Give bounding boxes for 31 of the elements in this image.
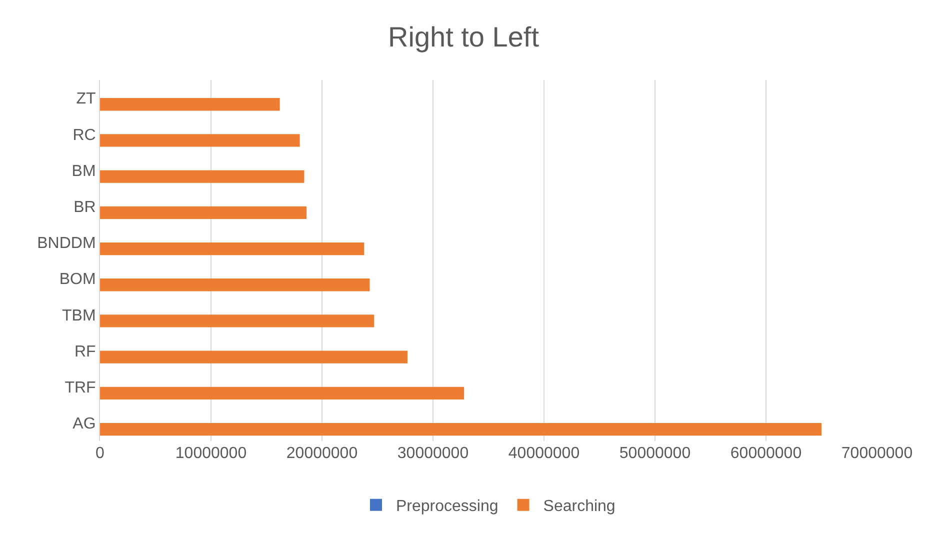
x-tick-label: 20000000 [286,445,358,462]
legend-label: Searching [543,498,616,516]
bar [100,134,300,147]
bar [100,422,822,436]
y-tick-label: BOM [59,271,96,288]
y-tick-label: BNDDM [37,235,96,252]
bar [100,170,304,183]
x-tick-label: 60000000 [730,445,802,462]
y-tick-label: RF [74,343,96,360]
bar [100,242,364,256]
y-tick-label: TBM [62,307,96,324]
bar [100,98,280,111]
legend-label: Preprocessing [396,498,498,516]
x-tick-label: 0 [96,445,105,462]
y-tick-label: BR [74,198,96,216]
bar [100,206,306,219]
x-tick-label: 30000000 [397,445,469,462]
bar [100,278,370,292]
x-tick-label: 10000000 [175,445,247,462]
bar [100,350,408,364]
x-tick-label: 50000000 [619,445,691,462]
y-tick-label: ZT [76,90,96,108]
x-tick-label: 40000000 [508,445,580,462]
bar [100,314,374,328]
y-tick-label: TRF [64,379,96,396]
chart-title: Right to Left [388,21,540,52]
y-tick-label: AG [72,416,96,433]
y-tick-label: BM [72,162,96,180]
x-tick-label: 70000000 [841,445,913,462]
y-tick-label: RC [72,126,96,144]
bar [100,386,464,400]
